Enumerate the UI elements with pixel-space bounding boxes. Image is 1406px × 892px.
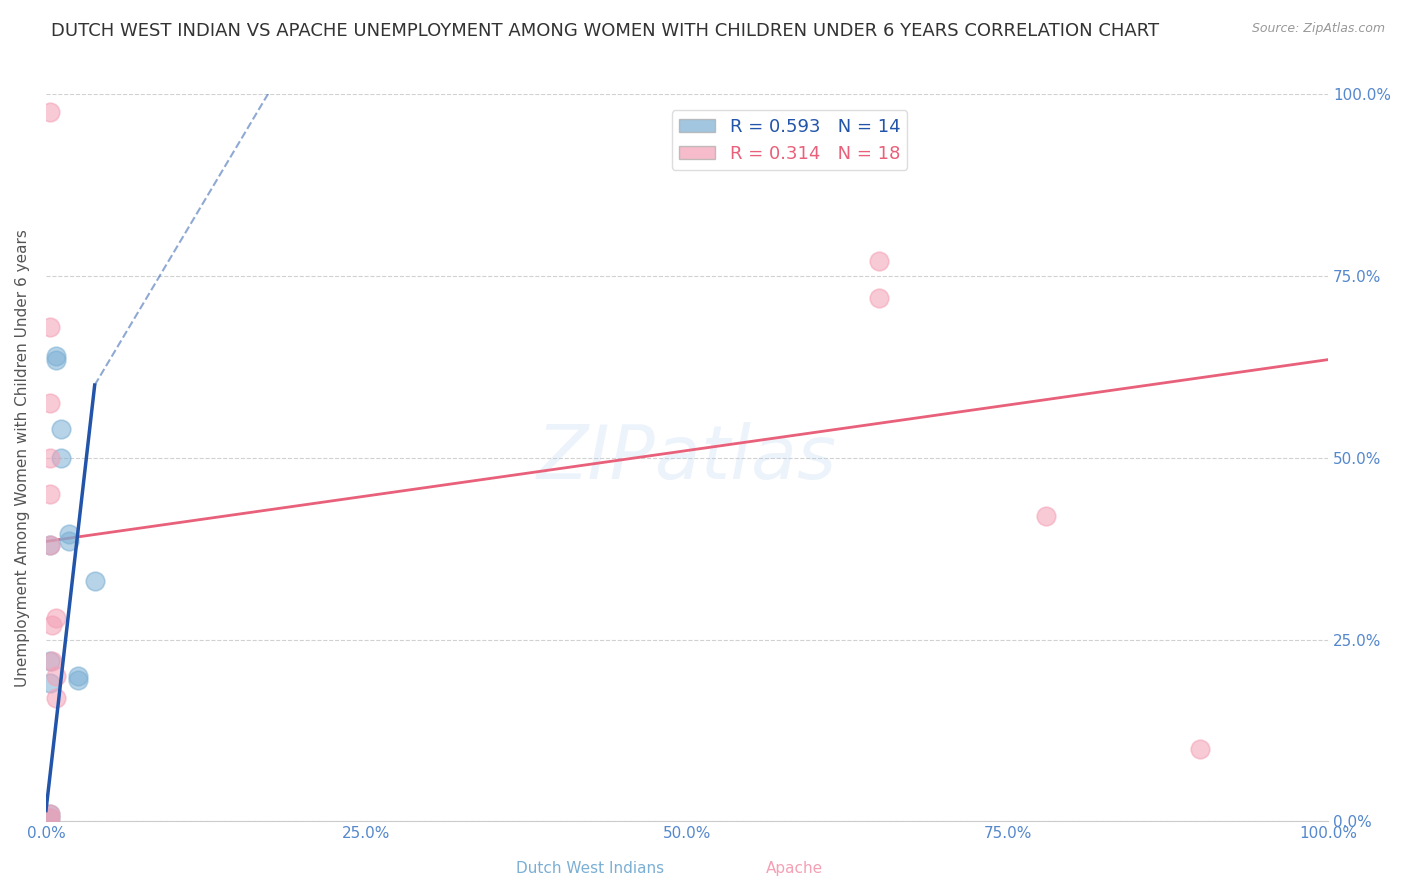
Point	[45, 690, 67, 705]
Point	[38, 487, 60, 501]
Legend: R = 0.593   N = 14, R = 0.314   N = 18: R = 0.593 N = 14, R = 0.314 N = 18	[672, 111, 907, 169]
Point	[868, 291, 890, 305]
Point	[38, 807, 60, 822]
Point	[58, 527, 80, 541]
Point	[38, 105, 60, 120]
Y-axis label: Unemployment Among Women with Children Under 6 years: Unemployment Among Women with Children U…	[15, 229, 30, 687]
Point	[45, 352, 67, 367]
Point	[45, 611, 67, 625]
Point	[58, 534, 80, 549]
Point	[38, 319, 60, 334]
Point	[45, 349, 67, 363]
Point	[38, 676, 60, 690]
Point	[38, 538, 60, 552]
Point	[51, 422, 73, 436]
Point	[66, 673, 89, 687]
Point	[83, 574, 105, 589]
Point	[804, 116, 827, 130]
Point	[41, 655, 63, 669]
Point	[1188, 741, 1211, 756]
Point	[41, 618, 63, 632]
Text: DUTCH WEST INDIAN VS APACHE UNEMPLOYMENT AMONG WOMEN WITH CHILDREN UNDER 6 YEARS: DUTCH WEST INDIAN VS APACHE UNEMPLOYMENT…	[51, 22, 1159, 40]
Point	[1035, 508, 1057, 523]
Text: Source: ZipAtlas.com: Source: ZipAtlas.com	[1251, 22, 1385, 36]
Text: Apache: Apache	[766, 861, 823, 876]
Point	[38, 655, 60, 669]
Point	[38, 807, 60, 822]
Point	[38, 811, 60, 825]
Point	[868, 254, 890, 268]
Point	[45, 669, 67, 683]
Text: ZIPatlas: ZIPatlas	[537, 422, 837, 494]
Point	[38, 450, 60, 465]
Point	[66, 669, 89, 683]
Point	[38, 811, 60, 825]
Text: Dutch West Indians: Dutch West Indians	[516, 861, 665, 876]
Point	[38, 396, 60, 410]
Point	[51, 450, 73, 465]
Point	[38, 538, 60, 552]
